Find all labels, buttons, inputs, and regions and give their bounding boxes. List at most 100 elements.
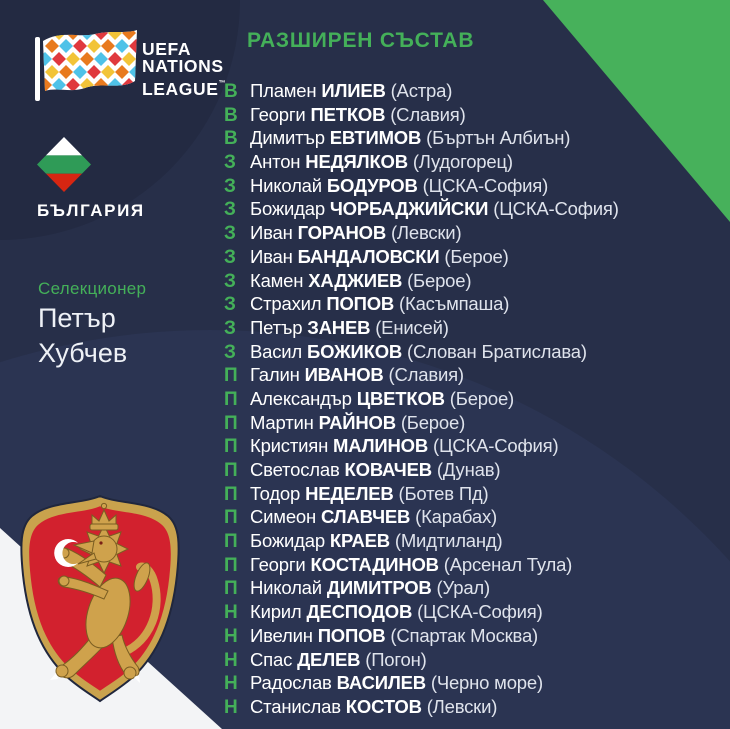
squad-row: В Георги ПЕТКОВ (Славия) <box>224 104 619 128</box>
player-last-name: ПОПОВ <box>326 293 395 315</box>
player-first-name: Николай <box>250 577 322 599</box>
player-club: (Дунав) <box>436 459 501 480</box>
player-club: (Берое) <box>400 411 466 433</box>
player-first-name: Камен <box>250 269 304 291</box>
squad-row: П Кристиян МАЛИНОВ (ЦСКА-София) <box>224 435 619 459</box>
position-letter: В <box>224 128 238 150</box>
squad-row: З Камен ХАДЖИЕВ (Берое) <box>224 270 619 294</box>
position-letter: П <box>224 578 238 600</box>
player-club: (Лудогорец) <box>412 151 513 173</box>
player-first-name: Александър <box>250 387 352 409</box>
country-name: БЪЛГАРИЯ <box>37 201 145 220</box>
position-letter: П <box>224 483 238 505</box>
player-club: (ЦСКА-София) <box>417 601 543 623</box>
position-letter: П <box>224 436 238 458</box>
player-last-name: РАЙНОВ <box>318 411 396 433</box>
squad-list: В Пламен ИЛИЕВ (Астра) В Георги ПЕТКОВ (Сла… <box>224 80 619 720</box>
player-club: (Погон) <box>365 648 427 670</box>
squad-row: В Пламен ИЛИЕВ (Астра) <box>224 80 619 104</box>
position-letter: З <box>224 223 236 245</box>
player-club: (Урал) <box>436 577 491 599</box>
player-first-name: Васил <box>250 340 303 362</box>
trademark-symbol: ™ <box>218 80 226 87</box>
player-last-name: БОЖИКОВ <box>306 340 403 362</box>
position-letter: П <box>224 507 238 529</box>
player-club: (Берое) <box>407 269 472 291</box>
player-last-name: НЕДЯЛКОВ <box>305 151 408 173</box>
coach-last-name: Хубчев <box>38 338 128 368</box>
squad-row: З Иван ГОРАНОВ (Левски) <box>224 222 619 246</box>
squad-row: З Николай БОДУРОВ (ЦСКА-София) <box>224 175 619 199</box>
player-first-name: Иван <box>250 245 293 267</box>
player-first-name: Петър <box>250 316 303 338</box>
player-last-name: МАЛИНОВ <box>333 435 429 457</box>
player-first-name: Иван <box>250 222 293 244</box>
position-letter: З <box>224 270 236 292</box>
player-club: (Астра) <box>390 80 453 101</box>
player-club: (Берое) <box>444 245 509 267</box>
position-letter: З <box>224 341 236 363</box>
uefa-logo-line2: NATIONS <box>142 56 224 76</box>
player-first-name: Божидар <box>250 530 325 552</box>
player-last-name: ПЕТКОВ <box>310 103 386 125</box>
player-first-name: Николай <box>250 174 322 196</box>
player-last-name: ЧОРБАДЖИЙСКИ <box>329 198 489 220</box>
squad-row: Н Кирил ДЕСПОДОВ (ЦСКА-София) <box>224 601 619 625</box>
squad-row: П Николай ДИМИТРОВ (Урал) <box>224 577 619 601</box>
position-letter: В <box>224 81 238 102</box>
squad-row: П Галин ИВАНОВ (Славия) <box>224 364 619 388</box>
player-last-name: ПОПОВ <box>317 624 386 646</box>
flag-diamond-pattern <box>43 30 137 91</box>
player-club: (Левски) <box>426 695 498 717</box>
player-club: (Черно море) <box>430 672 543 694</box>
player-first-name: Кристиян <box>250 435 329 457</box>
player-last-name: ИЛИЕВ <box>321 80 386 101</box>
player-club: (Касъмпаша) <box>399 293 510 315</box>
player-first-name: Божидар <box>250 198 325 220</box>
player-first-name: Мартин <box>250 411 314 433</box>
player-club: (Левски) <box>390 222 462 244</box>
position-letter: З <box>224 246 236 268</box>
squad-row: Н Ивелин ПОПОВ (Спартак Москва) <box>224 625 619 649</box>
player-last-name: КРАЕВ <box>329 530 390 552</box>
player-club: (ЦСКА-София) <box>432 435 559 457</box>
player-first-name: Георги <box>250 103 306 125</box>
green-corner-accent <box>543 0 730 222</box>
squad-row: З Петър ЗАНЕВ (Енисей) <box>224 317 619 341</box>
player-last-name: ДЕЛЕВ <box>297 648 361 670</box>
position-letter: Н <box>224 673 238 695</box>
position-letter: П <box>224 388 238 410</box>
player-last-name: ДИМИТРОВ <box>326 577 432 599</box>
flagpole <box>35 37 40 101</box>
player-last-name: КОСТАДИНОВ <box>310 553 439 575</box>
squad-row: П Симеон СЛАВЧЕВ (Карабах) <box>224 506 619 530</box>
player-first-name: Ивелин <box>250 624 313 646</box>
player-first-name: Димитър <box>250 127 325 149</box>
player-club: (Славия) <box>388 364 465 386</box>
player-last-name: ЦВЕТКОВ <box>356 387 445 409</box>
player-last-name: БАНДАЛОВСКИ <box>297 245 440 267</box>
player-club: (Бъртън Албиън) <box>426 127 571 149</box>
player-club: (Енисей) <box>375 316 449 338</box>
position-letter: З <box>224 152 236 174</box>
lion-rampant-icon <box>50 502 161 683</box>
player-club: (Ботев Пд) <box>398 482 489 504</box>
player-last-name: ВАСИЛЕВ <box>336 672 426 694</box>
player-first-name: Галин <box>250 364 300 386</box>
squad-row: З Антон НЕДЯЛКОВ (Лудогорец) <box>224 151 619 175</box>
squad-row: П Божидар КРАЕВ (Мидтиланд) <box>224 530 619 554</box>
player-last-name: ЗАНЕВ <box>307 316 371 338</box>
coach-first-name: Петър <box>38 303 116 333</box>
squad-row: З Страхил ПОПОВ (Касъмпаша) <box>224 293 619 317</box>
position-letter: З <box>224 175 236 197</box>
player-first-name: Пламен <box>250 80 317 101</box>
player-first-name: Станислав <box>250 695 341 717</box>
player-club: (Арсенал Тула) <box>443 553 573 575</box>
squad-row: П Александър ЦВЕТКОВ (Берое) <box>224 388 619 412</box>
position-letter: Н <box>224 649 238 671</box>
position-letter: П <box>224 365 238 387</box>
page-title: РАЗШИРЕН СЪСТАВ <box>247 29 475 52</box>
player-club: (Слован Братислава) <box>407 340 587 362</box>
position-letter: З <box>224 294 236 316</box>
